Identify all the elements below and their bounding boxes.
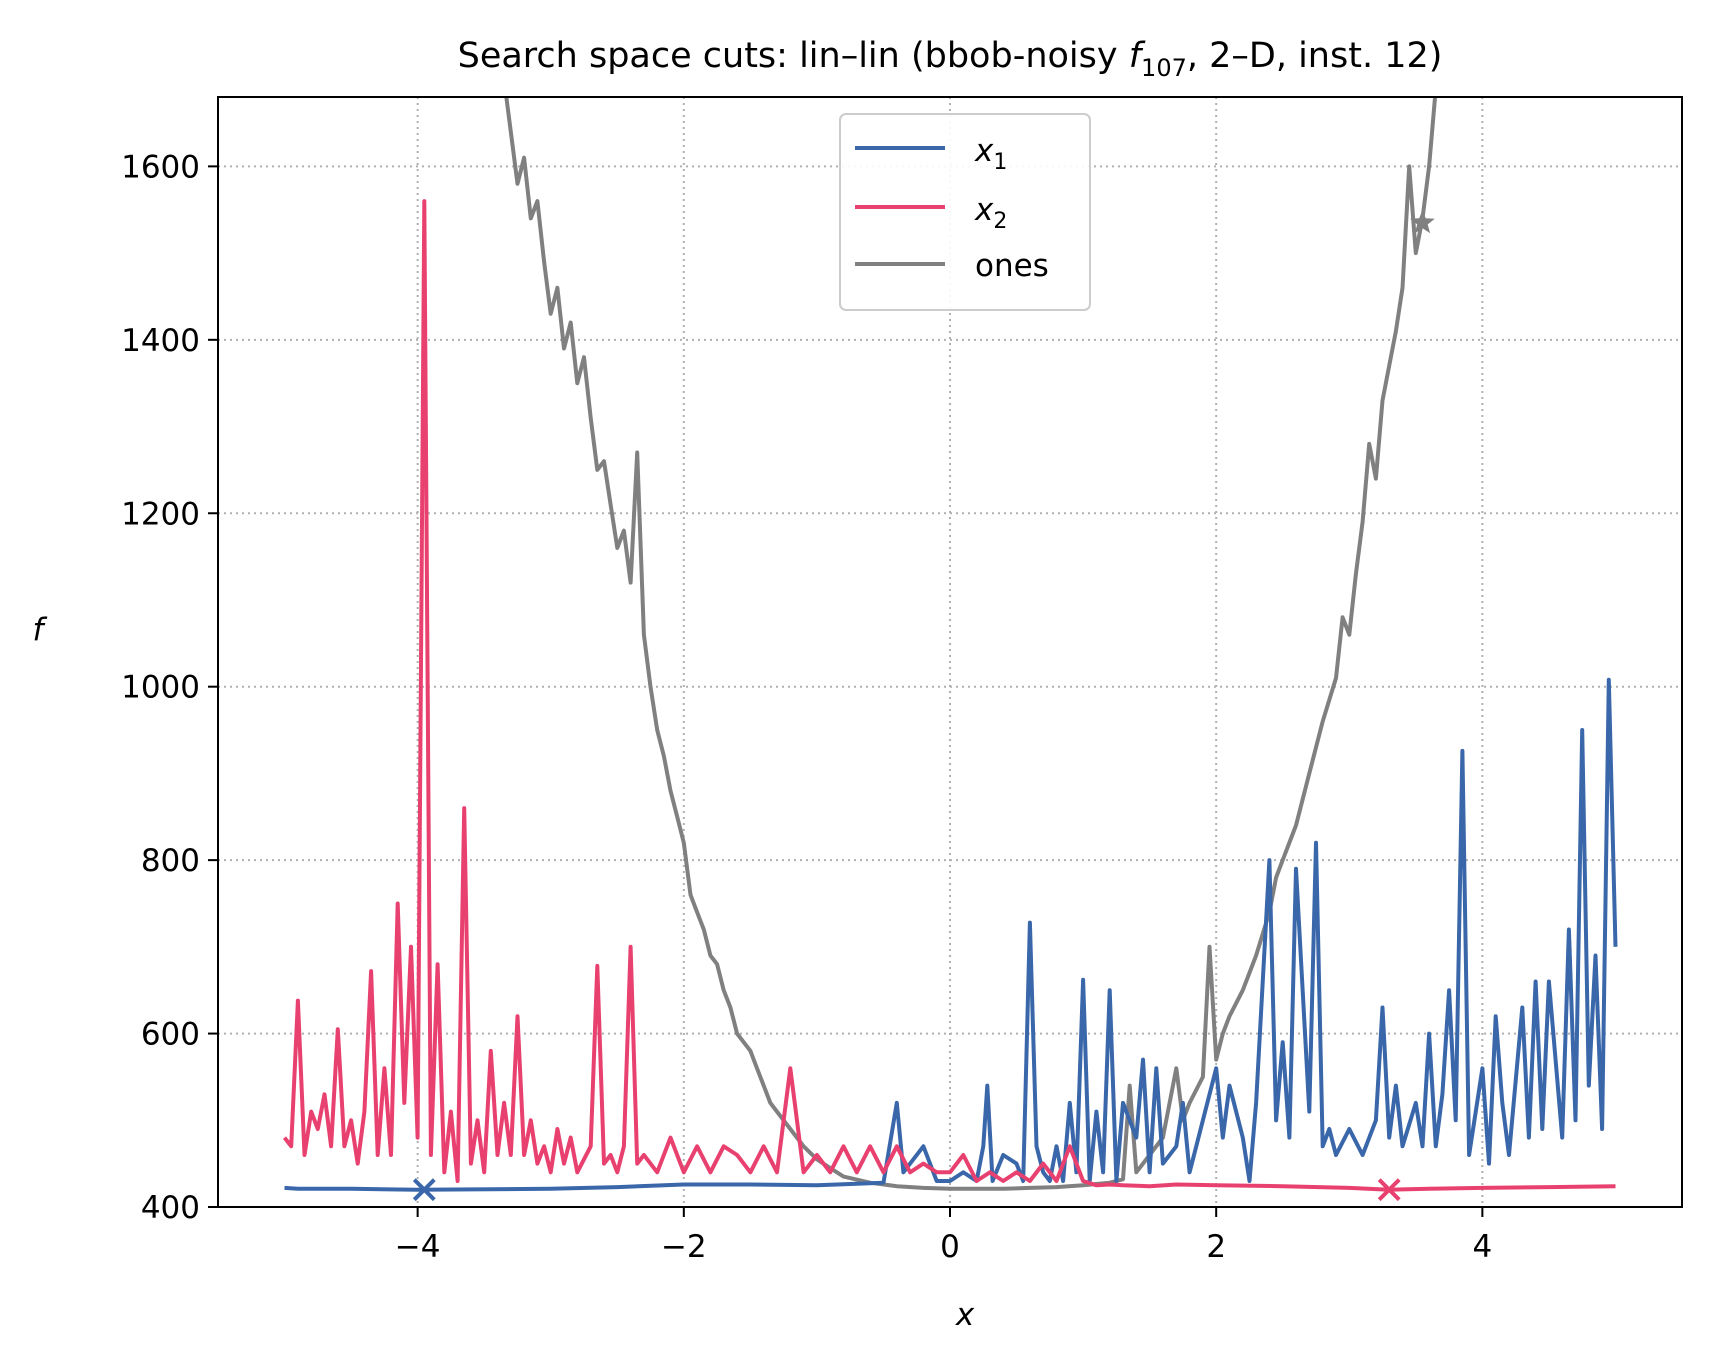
legend: x1 x2 ones bbox=[839, 113, 1091, 311]
x-tick-label: 2 bbox=[1206, 1229, 1226, 1265]
x-tick-label: 0 bbox=[940, 1229, 960, 1265]
x-tick-label: 4 bbox=[1472, 1229, 1492, 1265]
y-axis-label: f bbox=[33, 612, 48, 648]
x-tick-label: −2 bbox=[661, 1229, 707, 1265]
y-tick-label: 1200 bbox=[121, 496, 200, 532]
y-tick-label: 1400 bbox=[121, 323, 200, 359]
y-tick-label: 1600 bbox=[121, 149, 200, 185]
y-tick-label: 800 bbox=[141, 843, 200, 879]
marker-x-0 bbox=[412, 1178, 436, 1202]
title-suffix: , 2–D, inst. 12) bbox=[1187, 36, 1443, 76]
title-sub: 107 bbox=[1141, 54, 1187, 82]
legend-box bbox=[839, 113, 1091, 311]
legend-label-x2: x2 bbox=[974, 192, 1007, 234]
x-tick-label: −4 bbox=[395, 1229, 441, 1265]
title-prefix: Search space cuts: lin–lin (bbob-noisy bbox=[458, 36, 1129, 76]
legend-label-ones: ones bbox=[975, 248, 1049, 284]
series-group bbox=[282, 97, 1618, 1192]
x-axis-label: x bbox=[955, 1297, 975, 1333]
y-tick-label: 400 bbox=[141, 1190, 200, 1226]
series-line-1 bbox=[282, 199, 1616, 1192]
legend-label-x1: x1 bbox=[974, 133, 1007, 175]
chart-title: Search space cuts: lin–lin (bbob-noisy f… bbox=[458, 36, 1443, 82]
y-axis: 400 600 800 1000 1200 1400 1600 bbox=[121, 149, 218, 1226]
y-tick-label: 600 bbox=[141, 1017, 200, 1053]
grid bbox=[218, 97, 1682, 1208]
series-line-2 bbox=[504, 97, 1438, 1191]
marker-star-2 bbox=[1410, 209, 1435, 234]
x-axis: −4 −2 0 2 4 bbox=[395, 1207, 1492, 1265]
markers-group bbox=[412, 209, 1435, 1202]
series-line-0 bbox=[284, 677, 1618, 1192]
y-tick-label: 1000 bbox=[121, 670, 200, 706]
marker-x-1 bbox=[1377, 1178, 1401, 1202]
